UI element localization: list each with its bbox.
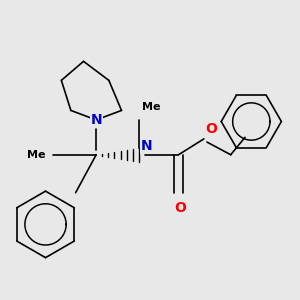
Text: Me: Me [142, 102, 160, 112]
Text: N: N [90, 113, 102, 127]
Text: O: O [206, 122, 217, 136]
Text: Me: Me [27, 150, 46, 160]
Text: O: O [174, 201, 186, 215]
Text: N: N [140, 139, 152, 153]
